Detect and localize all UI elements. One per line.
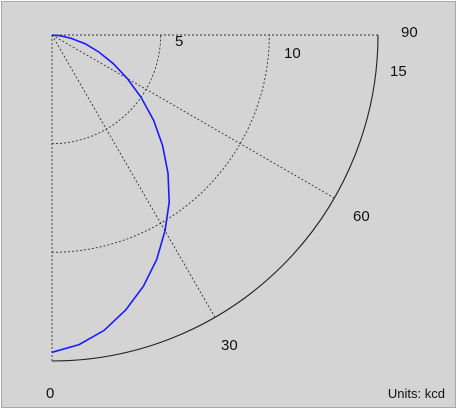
- radius-label-15: 15: [390, 63, 407, 80]
- radius-label-5: 5: [175, 33, 183, 50]
- series-group: [51, 34, 171, 354]
- grid-arc-5: [51, 34, 162, 145]
- label-group: 5 10 15 0 30 60 90 Units: kcd: [46, 24, 445, 402]
- angle-label-60: 60: [353, 208, 370, 225]
- series-line-0: [51, 34, 171, 354]
- angle-label-0: 0: [46, 385, 54, 402]
- radius-label-10: 10: [284, 45, 301, 62]
- grid-spoke-30: [51, 34, 216, 318]
- angle-label-90: 90: [401, 24, 418, 41]
- grid-group: [51, 34, 379, 362]
- units-label: Units: kcd: [388, 386, 445, 401]
- angle-label-30: 30: [221, 337, 238, 354]
- outer-arc: [51, 34, 379, 362]
- grid-arc-10: [51, 34, 270, 253]
